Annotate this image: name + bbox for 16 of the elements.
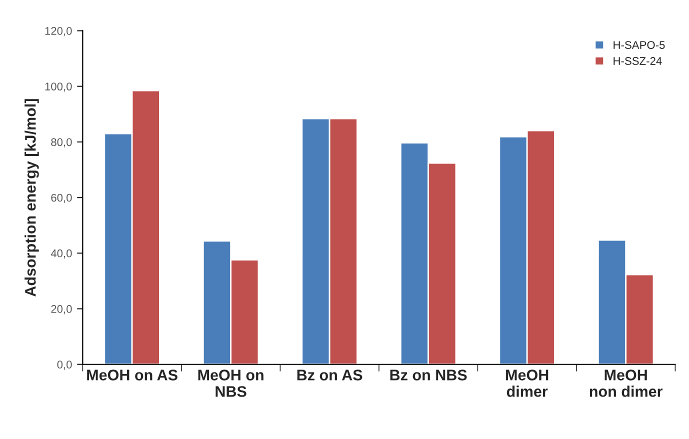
y-tick-label: 120,0: [45, 26, 72, 36]
y-tick-label: 40,0: [50, 249, 72, 259]
x-tick-label: MeOH on AS: [87, 370, 178, 380]
x-tick-label: Bz on AS: [297, 370, 362, 380]
y-tick-label: 100,0: [45, 82, 72, 92]
y-tick-label: 80,0: [51, 138, 72, 148]
x-tick-label: MeOH dimer: [506, 370, 548, 397]
y-tick-label: 60,0: [51, 194, 72, 203]
x-tick-label: MeOH on NBS: [198, 370, 264, 397]
y-tick-label: 0,0: [57, 360, 72, 370]
legend-label: H-SAPO-5: [614, 41, 665, 49]
x-tick-label: Bz on NBS: [390, 370, 467, 380]
x-tick-label: MeOH non dimer: [590, 370, 663, 397]
y-axis-title: Adsorption energy [kJ/mol]: [24, 99, 39, 296]
legend-label: H-SSZ-24: [614, 57, 662, 65]
y-tick-label: 20,0: [51, 305, 72, 314]
